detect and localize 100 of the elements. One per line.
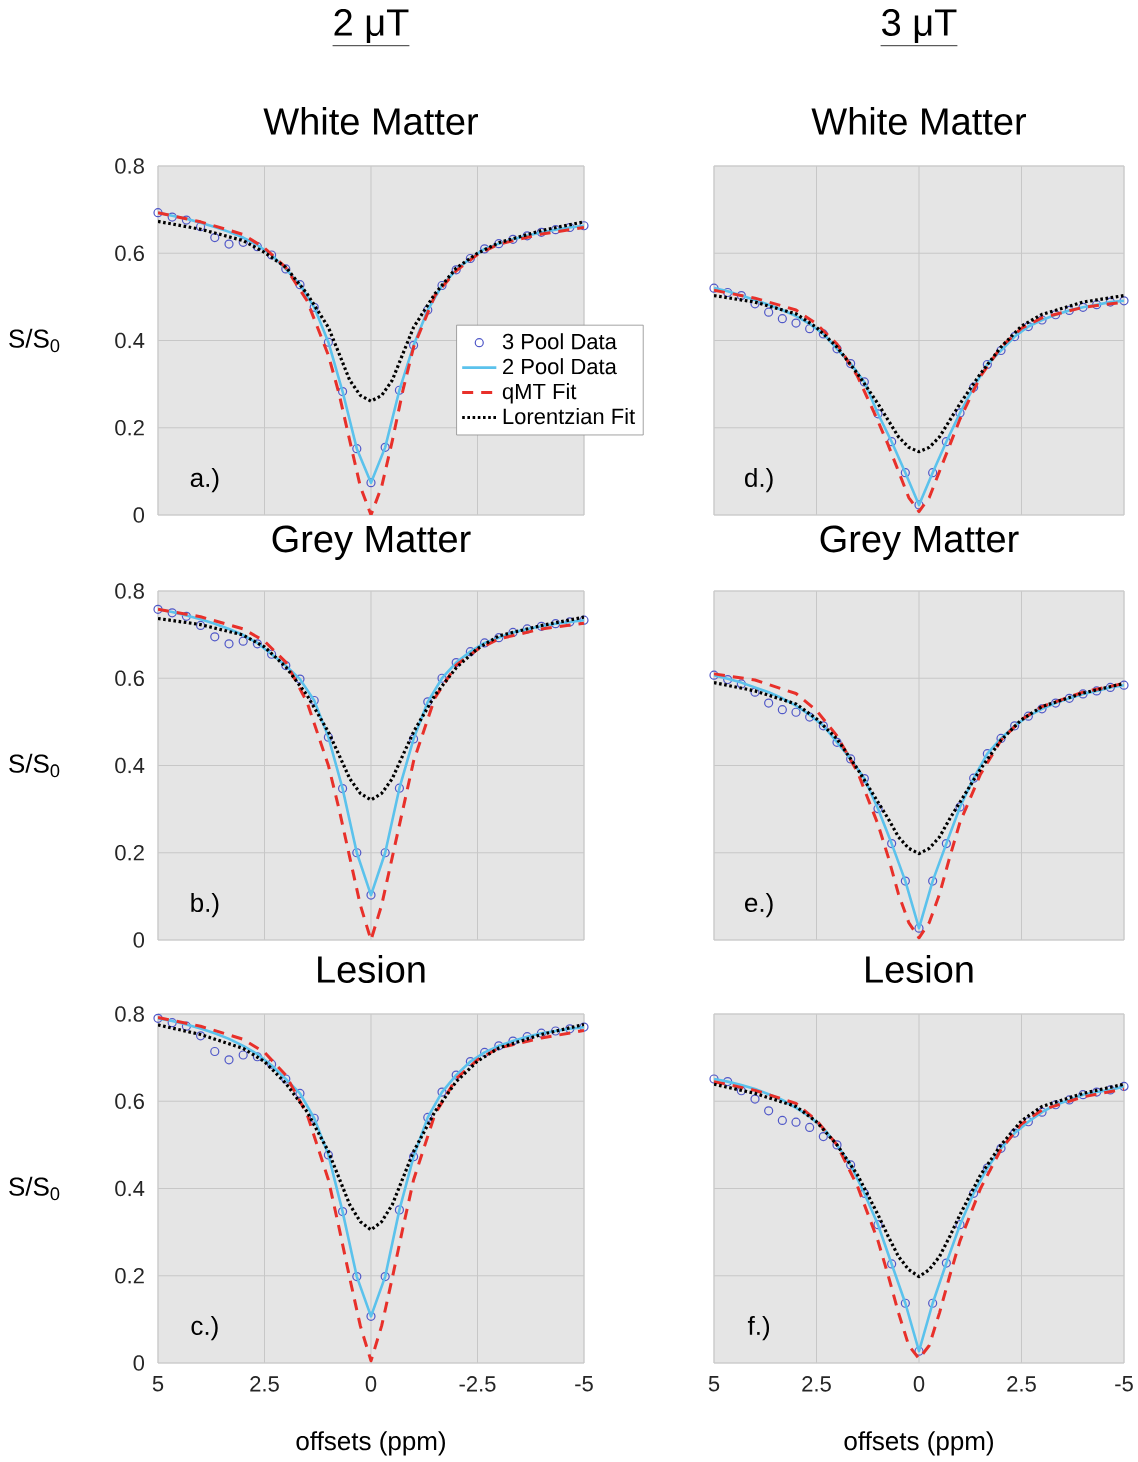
point xyxy=(955,1220,965,1230)
point xyxy=(736,290,746,301)
x-tick-label: 0 xyxy=(365,1376,377,1392)
point xyxy=(295,280,305,290)
text: 3 μT xyxy=(882,9,957,43)
point xyxy=(859,377,869,387)
point xyxy=(914,923,924,933)
point xyxy=(181,215,192,225)
point xyxy=(1064,305,1074,315)
point xyxy=(791,1117,801,1127)
point xyxy=(267,1059,277,1069)
y-axis-title: S/S$_{0}$ xyxy=(9,753,60,778)
point xyxy=(982,359,992,370)
chart-title: Grey Matter xyxy=(272,525,471,560)
point xyxy=(996,1143,1006,1153)
point xyxy=(764,698,774,708)
x-tick-label: 0 xyxy=(913,1376,925,1392)
point xyxy=(167,608,177,618)
y-axis-title: S/S$_{0}$ xyxy=(9,1176,60,1201)
y-tick-label: 0 xyxy=(133,507,145,523)
point xyxy=(1092,300,1102,310)
point xyxy=(1037,315,1047,325)
point xyxy=(550,225,561,235)
legend-label: 2 Pool Data xyxy=(503,358,617,375)
point xyxy=(252,639,262,649)
y-tick-label: 0 xyxy=(133,932,145,948)
annotation: b.) xyxy=(191,892,219,918)
point xyxy=(805,712,815,722)
point xyxy=(437,280,447,291)
y-tick-label: 0.8 xyxy=(115,583,144,599)
point xyxy=(352,444,362,454)
point xyxy=(536,1028,546,1038)
point xyxy=(887,1259,897,1269)
point xyxy=(736,1086,746,1096)
point xyxy=(408,1152,419,1162)
point xyxy=(777,1115,787,1126)
point xyxy=(777,314,787,324)
annotation: c.) xyxy=(191,1315,218,1341)
point xyxy=(1064,693,1074,703)
point xyxy=(153,1013,163,1023)
point xyxy=(309,695,319,706)
point xyxy=(366,478,376,488)
point xyxy=(195,620,206,631)
x-axis-title: offsets (ppm) xyxy=(844,1431,993,1456)
chart-title: White Matter xyxy=(263,107,479,135)
point xyxy=(210,1046,220,1057)
point xyxy=(832,737,842,747)
point xyxy=(352,1272,362,1282)
point xyxy=(281,1074,291,1084)
point xyxy=(281,264,291,274)
point xyxy=(423,1112,433,1122)
point xyxy=(887,437,897,447)
point xyxy=(380,848,390,858)
point xyxy=(818,1131,828,1142)
point xyxy=(873,804,883,814)
y-tick-label: 0.2 xyxy=(115,419,144,436)
point xyxy=(224,239,234,249)
point xyxy=(1037,1107,1047,1117)
y-tick-label: 0.6 xyxy=(115,245,144,262)
point xyxy=(423,697,433,707)
point xyxy=(764,1106,774,1116)
point xyxy=(709,283,719,293)
point xyxy=(873,1220,883,1230)
x-axis-title: offsets (ppm) xyxy=(296,1431,445,1456)
y-tick-label: 0.6 xyxy=(115,670,144,687)
point xyxy=(309,1113,319,1123)
point xyxy=(295,674,305,684)
point xyxy=(508,234,518,244)
x-tick-label: 2.5 xyxy=(1007,1376,1036,1392)
point xyxy=(181,611,192,621)
point xyxy=(928,876,938,886)
y-tick-label: 0.4 xyxy=(115,332,145,349)
point xyxy=(846,1160,856,1170)
point xyxy=(723,674,733,685)
y-tick-label: 0.6 xyxy=(115,1093,144,1110)
point xyxy=(1051,310,1061,320)
point xyxy=(153,208,163,218)
point xyxy=(394,1205,405,1215)
point xyxy=(252,242,262,252)
point xyxy=(928,468,938,478)
point xyxy=(210,232,220,243)
chart-title: Lesion xyxy=(866,955,973,983)
point xyxy=(195,1031,206,1041)
annotation: a.) xyxy=(190,467,219,493)
chart-title: Lesion xyxy=(318,955,425,983)
point xyxy=(805,324,815,334)
annotation: d.) xyxy=(745,467,773,493)
point xyxy=(1064,1095,1074,1105)
point xyxy=(1092,1087,1102,1097)
point xyxy=(900,468,910,478)
point xyxy=(451,265,461,275)
point xyxy=(764,307,774,317)
line-series xyxy=(158,1022,584,1232)
point xyxy=(167,212,177,222)
y-tick-label: 0.4 xyxy=(115,757,145,774)
point xyxy=(408,734,419,744)
text: 2 μT xyxy=(334,9,409,43)
point xyxy=(1105,682,1115,692)
point xyxy=(914,1346,924,1356)
point xyxy=(791,318,801,328)
